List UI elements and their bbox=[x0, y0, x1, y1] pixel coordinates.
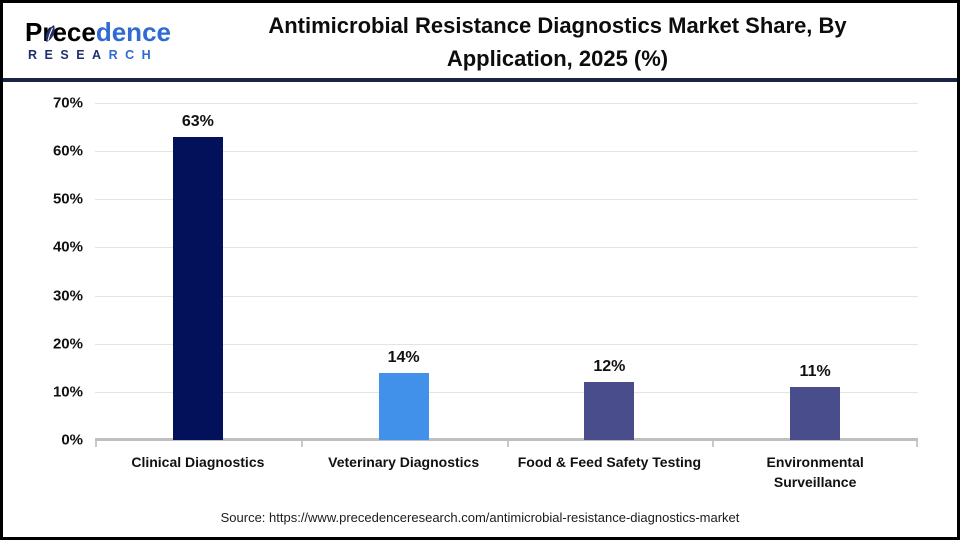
y-axis-label: 40% bbox=[52, 238, 83, 256]
gridline bbox=[95, 151, 918, 153]
y-axis-label: 60% bbox=[52, 142, 83, 160]
logo-wordmark-navy: Prece bbox=[25, 16, 96, 47]
x-axis-label: Environmental Surveillance bbox=[767, 452, 864, 493]
x-axis-label-line: Environmental bbox=[766, 454, 864, 470]
x-axis-line bbox=[95, 438, 918, 441]
category-tick bbox=[95, 441, 97, 447]
gridline bbox=[95, 343, 918, 345]
bar-2 bbox=[378, 372, 429, 440]
category-tick bbox=[506, 441, 509, 447]
x-axis-label-line: Veterinary Diagnostics bbox=[328, 454, 480, 470]
x-axis-label: Veterinary Diagnostics bbox=[328, 452, 479, 472]
bar-value-label: 12% bbox=[593, 358, 626, 376]
title-line-1: Antimicrobial Resistance Diagnostics Mar… bbox=[268, 12, 847, 38]
x-axis-label: Clinical Diagnostics bbox=[131, 452, 264, 472]
page-title: Antimicrobial Resistance Diagnostics Mar… bbox=[198, 7, 917, 75]
y-axis-label: 0% bbox=[61, 431, 83, 449]
bar-value-label: 11% bbox=[799, 363, 831, 381]
category-tick bbox=[712, 441, 715, 447]
logo-research-navy: RESEA bbox=[28, 48, 109, 63]
bar-value-label: 63% bbox=[181, 112, 214, 130]
logo-research-blue: RCH bbox=[108, 48, 159, 63]
bar-4 bbox=[790, 387, 841, 440]
header: Precedence RESEARCH Antimicrobial Resist… bbox=[3, 3, 957, 82]
x-axis-label: Food & Feed Safety Testing bbox=[518, 452, 701, 472]
bar-value-label: 14% bbox=[387, 348, 420, 366]
category-tick bbox=[300, 441, 303, 447]
gridline bbox=[95, 199, 918, 201]
brand-logo: Precedence RESEARCH bbox=[3, 16, 198, 62]
title-line-2: Application, 2025 (%) bbox=[446, 45, 669, 71]
gridline bbox=[95, 103, 918, 104]
plot-area: 0% 10% 20% 30% 40% 50% 60% 70% 63% Clinical Diagn… bbox=[53, 95, 918, 490]
x-axis-label-line: Clinical Diagnostics bbox=[131, 454, 265, 470]
logo-research: RESEARCH bbox=[25, 48, 198, 62]
bar-1 bbox=[172, 136, 223, 440]
gridline bbox=[95, 295, 918, 297]
source-note: Source: https://www.precedenceresearch.c… bbox=[220, 510, 740, 525]
gridline bbox=[95, 391, 918, 393]
y-axis-label: 70% bbox=[52, 94, 83, 112]
category-tick bbox=[916, 441, 918, 447]
chart: 0% 10% 20% 30% 40% 50% 60% 70% 63% Clinical Diagn… bbox=[3, 3, 957, 537]
x-axis-label-line: Surveillance bbox=[773, 474, 857, 491]
gridline bbox=[95, 247, 918, 249]
x-axis-label-line: Food & Feed Safety Testing bbox=[517, 454, 702, 470]
y-axis-label: 50% bbox=[52, 190, 83, 208]
bar-3 bbox=[584, 382, 635, 440]
logo-wordmark-blue: dence bbox=[95, 16, 171, 47]
y-axis-label: 10% bbox=[52, 383, 83, 401]
y-axis-label: 30% bbox=[52, 287, 83, 305]
y-axis-label: 20% bbox=[52, 335, 83, 353]
